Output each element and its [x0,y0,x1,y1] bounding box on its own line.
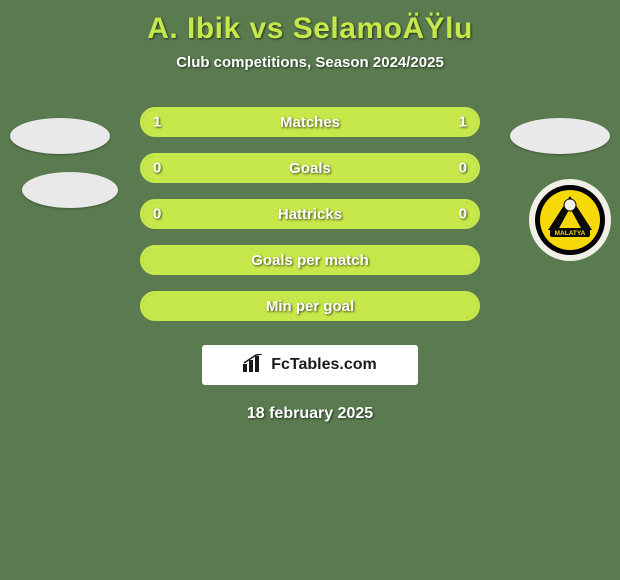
club-badge: MALATYA [528,178,612,262]
club-badge-text: MALATYA [555,230,586,237]
page-title: A. Ibik vs SelamoÄŸlu [147,12,473,46]
date-text: 18 february 2025 [247,405,373,423]
stat-value-right: 0 [459,206,467,223]
stat-label: Goals [289,160,331,177]
stat-value-left: 0 [153,206,161,223]
stat-row: 0 0 Hattricks [140,199,480,229]
brand-box[interactable]: FcTables.com [202,345,418,385]
stat-label: Goals per match [251,252,369,269]
player-left-avatar-shadow [22,172,118,208]
stat-row: 1 1 Matches [140,107,480,137]
subtitle: Club competitions, Season 2024/2025 [176,54,444,71]
brand-text: FcTables.com [271,356,377,374]
stat-value-left: 1 [153,114,161,131]
stat-value-right: 1 [459,114,467,131]
player-left-avatar [10,118,110,154]
comparison-card: A. Ibik vs SelamoÄŸlu Club competitions,… [0,0,620,423]
stat-row: 0 0 Goals [140,153,480,183]
stat-label: Hattricks [278,206,342,223]
stat-row: Min per goal [140,291,480,321]
stat-value-right: 0 [459,160,467,177]
stat-label: Matches [280,114,340,131]
stat-value-left: 0 [153,160,161,177]
stat-label: Min per goal [266,298,354,315]
bars-icon [243,354,265,377]
stat-row: Goals per match [140,245,480,275]
player-right-avatar [510,118,610,154]
